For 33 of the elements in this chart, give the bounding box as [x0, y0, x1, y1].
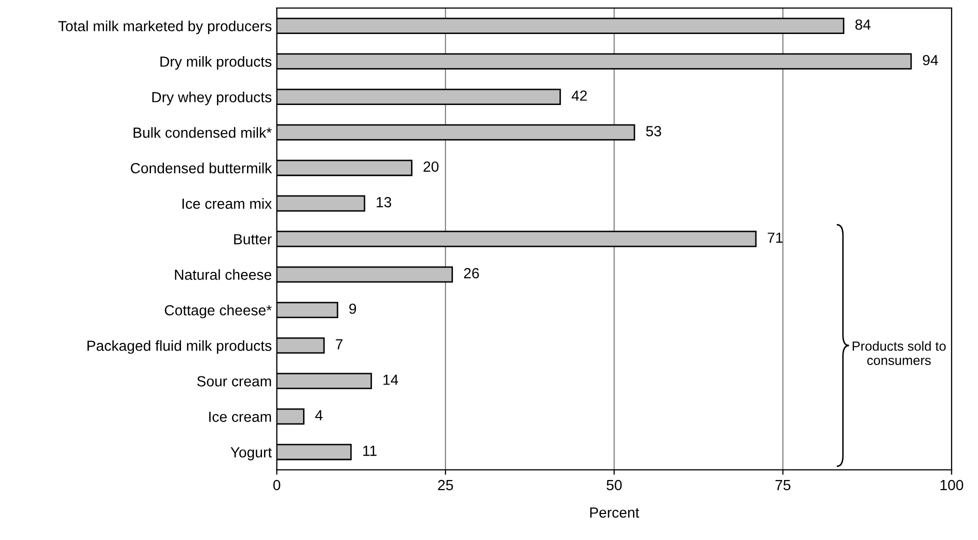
annotation: Products sold to consumers — [852, 341, 946, 366]
data-label: 20 — [424, 162, 438, 172]
data-label: 94 — [922, 54, 938, 66]
x-tick-label: 50 — [606, 480, 622, 490]
x-tick-label: 25 — [438, 480, 453, 490]
data-label: 7 — [336, 339, 342, 350]
y-tick-label: Condensed buttermilk — [130, 162, 272, 174]
y-tick-label: Yogurt — [230, 447, 272, 460]
y-tick-label: Ice cream — [209, 412, 271, 422]
y-tick-label: Dry whey products — [152, 92, 272, 106]
data-label: 11 — [363, 446, 377, 456]
y-tick-label: Cottage cheese* — [164, 304, 272, 318]
data-label: 4 — [315, 410, 323, 420]
y-tick-label: Sour cream — [197, 376, 271, 386]
data-label: 14 — [383, 374, 398, 385]
y-tick-label: Total milk marketed by producers — [58, 20, 272, 34]
x-axis-title: Percent — [590, 508, 640, 518]
y-tick-label: Bulk condensed milk* — [134, 127, 272, 138]
x-tick-label: 0 — [273, 480, 280, 490]
y-tick-label: Dry milk products — [160, 56, 272, 70]
data-label: 84 — [855, 19, 871, 30]
data-label: 13 — [376, 197, 392, 208]
data-label: 26 — [464, 268, 479, 278]
y-tick-label: Ice cream mix — [182, 198, 272, 209]
data-label: 53 — [646, 126, 662, 136]
x-tick-label: 100 — [940, 480, 964, 490]
y-tick-label: Packaged fluid milk products — [87, 340, 272, 354]
data-label: 9 — [349, 304, 356, 314]
y-tick-label: Butter — [234, 234, 272, 244]
data-label: 71 — [768, 232, 783, 243]
y-tick-label: Natural cheese — [175, 269, 272, 280]
x-tick-label: 75 — [776, 480, 790, 490]
data-label: 42 — [572, 90, 587, 101]
